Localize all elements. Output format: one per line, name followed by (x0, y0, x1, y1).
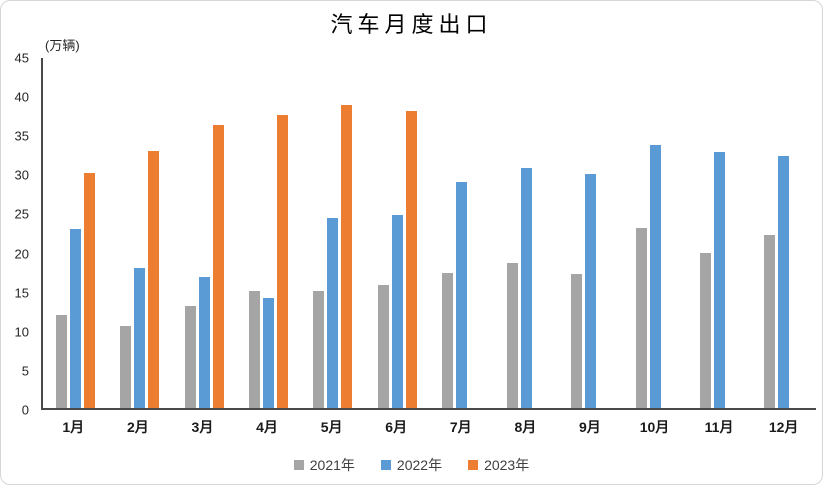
x-axis-label-2月: 2月 (126, 419, 149, 435)
bar-group-2月 (107, 58, 171, 408)
x-axis-label-8月: 8月 (514, 419, 537, 435)
bar-2021年-4月 (248, 291, 260, 408)
bar-2021年-2月 (120, 326, 132, 408)
bar-group-4月 (236, 58, 300, 408)
bar-2023年-6月 (405, 110, 417, 408)
bar-2022年-3月 (198, 276, 210, 408)
x-axis-label-12月: 12月 (768, 419, 799, 435)
legend-swatch-icon (468, 460, 479, 470)
x-axis-label-9月: 9月 (579, 419, 601, 435)
bar-group-8月 (494, 58, 558, 408)
plot-area (41, 58, 816, 410)
bar-2022年-11月 (713, 152, 725, 408)
bar-group-3月 (172, 58, 236, 408)
legend-swatch-icon (293, 460, 304, 470)
bar-2022年-1月 (69, 229, 81, 408)
bar-2021年-5月 (313, 291, 325, 408)
y-axis-unit-label: (万辆) (45, 38, 80, 53)
bar-2022年-12月 (778, 156, 790, 408)
bar-2021年-12月 (764, 234, 776, 408)
x-axis-label-7月: 7月 (449, 419, 472, 435)
chart-title: 汽车月度出口 (330, 13, 493, 38)
y-axis-tick-label: 45 (14, 50, 29, 66)
x-axis-labels: 1月 2月 3月 4月 5月 6月 7月 8月 9月 10月 11月 12月 (41, 417, 816, 437)
bar-2023年-2月 (148, 151, 160, 408)
legend-label: 2022年 (396, 457, 443, 473)
y-axis-tick-label: 0 (21, 402, 29, 418)
bar-2021年-3月 (184, 306, 196, 408)
bar-2023年-4月 (276, 114, 288, 408)
bar-2021年-11月 (699, 253, 711, 408)
x-axis-label-6月: 6月 (385, 419, 408, 435)
bar-group-6月 (365, 58, 429, 408)
bar-2021年-8月 (506, 263, 518, 408)
legend-item-2021年: 2021年 (293, 455, 355, 475)
y-axis-tick-label: 15 (14, 285, 29, 301)
legend-swatch-icon (380, 460, 391, 470)
y-axis-tick-label: 40 (14, 89, 29, 105)
bar-2023年-1月 (83, 173, 95, 408)
bar-2022年-6月 (391, 215, 403, 408)
y-axis-tick-label: 5 (21, 363, 29, 379)
y-axis-tick-label: 35 (14, 128, 29, 144)
bar-2021年-6月 (377, 285, 389, 408)
bar-2022年-10月 (649, 145, 661, 408)
bar-2022年-2月 (134, 268, 146, 408)
bar-2021年-10月 (635, 228, 647, 408)
bar-group-5月 (301, 58, 365, 408)
bar-2021年-7月 (442, 272, 454, 408)
bar-group-7月 (430, 58, 494, 408)
x-axis-label-11月: 11月 (704, 419, 734, 435)
x-axis-label-5月: 5月 (320, 419, 343, 435)
bar-2022年-7月 (456, 182, 468, 408)
bar-2021年-1月 (55, 315, 67, 408)
legend-label: 2023年 (484, 457, 530, 473)
chart-legend: 2021年 2022年 2023年 (1, 455, 822, 475)
y-axis-tick-label: 30 (14, 167, 29, 183)
bar-2022年-9月 (585, 173, 597, 408)
bar-groups (43, 58, 816, 408)
bar-2021年-9月 (571, 274, 583, 408)
legend-label: 2021年 (309, 457, 355, 473)
bar-2023年-5月 (341, 105, 353, 408)
x-axis-label-1月: 1月 (62, 419, 85, 435)
bar-2022年-4月 (262, 298, 274, 408)
legend-item-2022年: 2022年 (380, 455, 443, 475)
bar-2022年-5月 (327, 218, 339, 408)
bar-2023年-3月 (212, 124, 224, 408)
legend-item-2023年: 2023年 (468, 455, 529, 475)
x-axis-label-10月: 10月 (639, 419, 670, 435)
bar-group-10月 (623, 58, 687, 408)
bar-group-12月 (752, 58, 816, 408)
y-axis-tick-labels: 0 5 10 15 20 25 30 35 40 45 (1, 52, 33, 417)
y-axis-tick-label: 25 (14, 206, 29, 222)
bar-group-9月 (558, 58, 622, 408)
y-axis-tick-label: 20 (14, 246, 29, 262)
bar-group-11月 (687, 58, 751, 408)
x-axis-label-3月: 3月 (191, 419, 214, 435)
x-axis-label-4月: 4月 (256, 419, 278, 435)
y-axis-tick-label: 10 (14, 324, 29, 340)
bar-group-1月 (43, 58, 107, 408)
bar-2022年-8月 (520, 168, 532, 408)
